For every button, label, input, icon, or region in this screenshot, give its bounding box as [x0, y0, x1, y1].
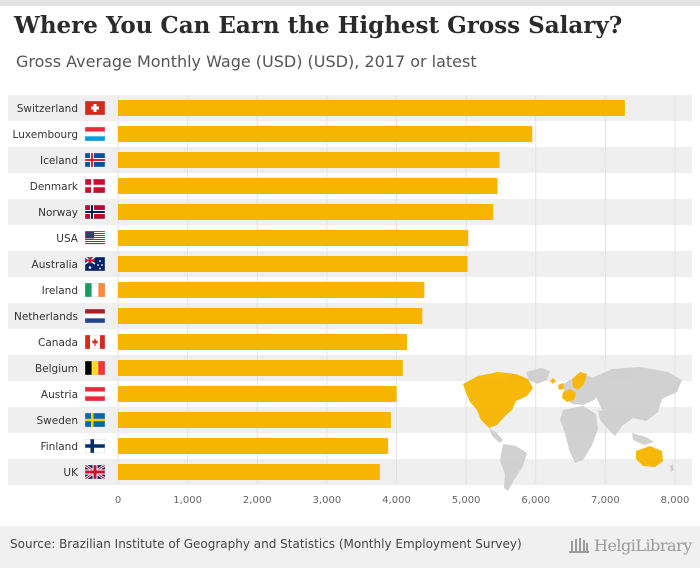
category-label-usa: USA [56, 233, 79, 245]
bar-switzerland [118, 100, 625, 116]
flag-ireland-icon [85, 283, 105, 297]
x-axis-ticks: 0 1,000 2,000 3,000 4,000 5,000 6,000 7,000 8,00… [115, 495, 690, 506]
category-label-sweden: Sweden [37, 415, 79, 427]
bar-denmark [118, 178, 498, 194]
category-label-belgium: Belgium [35, 363, 78, 375]
helgi-library-logo: HelgiLibrary [568, 532, 692, 558]
flag-finland-icon [85, 439, 105, 453]
bar-uk [118, 464, 380, 480]
flag-denmark-icon [85, 179, 105, 193]
flag-switzerland-icon [85, 101, 105, 115]
category-label-uk: UK [63, 467, 79, 479]
flag-iceland-icon [85, 153, 105, 167]
flag-uk-icon [85, 465, 105, 479]
flag-sweden-icon [85, 413, 105, 427]
bar-sweden [118, 412, 391, 428]
category-labels: Switzerland Luxembourg Iceland Denmark Norwa… [13, 103, 80, 479]
category-label-luxembourg: Luxembourg [13, 129, 78, 141]
bar-netherlands [118, 308, 423, 324]
x-tick-label: 7,000 [591, 495, 620, 506]
bar-belgium [118, 360, 403, 376]
top-bar [0, 0, 700, 6]
x-tick-label: 3,000 [313, 495, 342, 506]
flag-austria-icon [85, 387, 105, 401]
x-tick-label: 2,000 [243, 495, 272, 506]
bar-usa [118, 230, 469, 246]
bar-iceland [118, 152, 500, 168]
x-tick-label: 5,000 [452, 495, 481, 506]
flag-netherlands-icon [85, 309, 105, 323]
category-label-switzerland: Switzerland [17, 103, 78, 115]
flag-luxembourg-icon [85, 127, 105, 141]
x-tick-label: 8,000 [661, 495, 690, 506]
x-tick-label: 6,000 [521, 495, 550, 506]
category-label-iceland: Iceland [40, 155, 78, 167]
country-flags [85, 101, 105, 479]
category-label-denmark: Denmark [30, 181, 79, 193]
flag-australia-icon [85, 257, 105, 271]
category-label-netherlands: Netherlands [14, 311, 78, 323]
library-logo-icon [569, 538, 589, 553]
bar-austria [118, 386, 397, 402]
category-label-ireland: Ireland [42, 285, 78, 297]
bars [118, 100, 625, 480]
bar-ireland [118, 282, 425, 298]
chart-title: Where You Can Earn the Highest Gross Sal… [14, 12, 623, 39]
flag-canada-icon [85, 335, 105, 349]
category-label-canada: Canada [38, 337, 78, 349]
category-label-norway: Norway [38, 207, 78, 219]
bar-norway [118, 204, 494, 220]
x-tick-label: 0 [115, 495, 121, 506]
bar-australia [118, 256, 468, 272]
flag-belgium-icon [85, 361, 105, 375]
category-label-australia: Australia [32, 259, 78, 271]
bar-finland [118, 438, 389, 454]
bar-canada [118, 334, 407, 350]
flag-usa-icon [85, 231, 105, 245]
x-tick-label: 1,000 [173, 495, 202, 506]
chart-subtitle: Gross Average Monthly Wage (USD) (USD), … [16, 52, 477, 71]
source-note: Source: Brazilian Institute of Geography… [10, 537, 522, 551]
logo-text: HelgiLibrary [594, 535, 692, 555]
category-label-finland: Finland [40, 441, 78, 453]
category-label-austria: Austria [41, 389, 78, 401]
world-map-icon [463, 367, 682, 491]
bar-chart: Switzerland Luxembourg Iceland Denmark Norwa… [8, 95, 692, 506]
flag-norway-icon [85, 205, 105, 219]
bar-luxembourg [118, 126, 533, 142]
x-tick-label: 4,000 [382, 495, 411, 506]
